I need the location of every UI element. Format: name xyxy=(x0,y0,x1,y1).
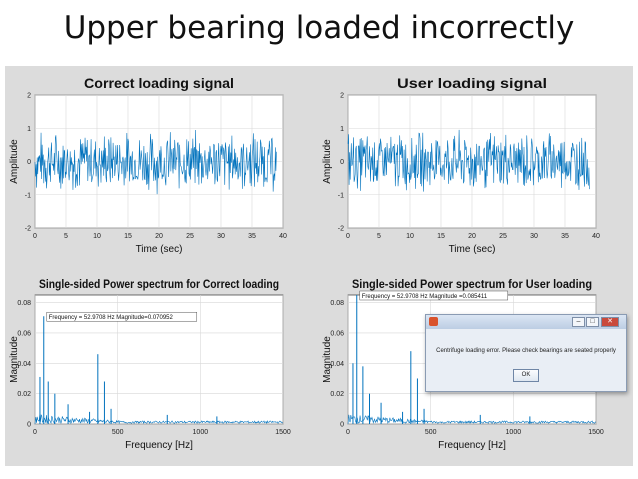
ok-button[interactable]: OK xyxy=(513,369,539,382)
x-tick-label: 1500 xyxy=(275,429,291,436)
x-axis-label: Time (sec) xyxy=(449,244,496,255)
y-tick-label: 0 xyxy=(340,422,344,429)
x-tick-label: 10 xyxy=(406,233,414,240)
x-tick-label: 20 xyxy=(468,233,476,240)
maximize-icon[interactable]: □ xyxy=(586,317,599,327)
y-tick-label: -2 xyxy=(25,226,31,233)
datatip-label: Frequency = 52.9708 Hz Magnitude =0.0854… xyxy=(362,294,488,300)
datatip-label: Frequency = 52.9708 Hz Magnitude=0.07095… xyxy=(49,315,174,321)
y-tick-label: -1 xyxy=(25,192,31,199)
plot-title: User loading signal xyxy=(397,75,547,91)
x-tick-label: 500 xyxy=(425,429,437,436)
plot-1: 0 5 10 15 20 25 30 35 40 -2 -1 0 1 2 Correct loading s… xyxy=(9,75,287,255)
x-tick-label: 5 xyxy=(64,233,68,240)
x-tick-label: 40 xyxy=(592,233,600,240)
x-tick-label: 20 xyxy=(155,233,163,240)
plot-title: Correct loading signal xyxy=(84,75,234,91)
slide-title: Upper bearing loaded incorrectly xyxy=(63,10,575,46)
matlab-icon xyxy=(429,317,438,326)
plot-2: 0 5 10 15 20 25 30 35 40 -2 -1 0 1 2 User loading sign… xyxy=(322,75,600,255)
plot-title: Single-sided Power spectrum for Correct … xyxy=(39,277,279,291)
datatip-box xyxy=(46,311,198,322)
x-tick-label: 500 xyxy=(112,429,124,436)
x-axis-label: Frequency [Hz] xyxy=(438,440,506,451)
spectrum-series xyxy=(347,414,596,425)
x-tick-label: 25 xyxy=(186,233,194,240)
y-axis-label: Amplitude xyxy=(322,139,333,184)
datatip-box xyxy=(359,290,509,301)
y-tick-label: 1 xyxy=(340,126,344,133)
x-tick-label: 1000 xyxy=(193,429,209,436)
x-tick-label: 30 xyxy=(217,233,225,240)
signal-series xyxy=(347,129,590,192)
y-tick-label: 0.04 xyxy=(17,361,31,368)
x-tick-label: 30 xyxy=(530,233,538,240)
y-tick-label: 2 xyxy=(27,93,31,100)
y-tick-label: -2 xyxy=(338,226,344,233)
x-tick-label: 1500 xyxy=(588,429,604,436)
y-axis-label: Amplitude xyxy=(9,139,20,184)
dialog-message: Centrifuge loading error. Please check b… xyxy=(436,348,616,354)
close-icon[interactable]: ✕ xyxy=(601,317,619,327)
x-tick-label: 0 xyxy=(346,233,350,240)
y-axis-label: Magnitude xyxy=(322,336,333,383)
y-tick-label: 1 xyxy=(27,126,31,133)
x-tick-label: 0 xyxy=(33,429,37,436)
x-tick-label: 25 xyxy=(499,233,507,240)
x-tick-label: 5 xyxy=(377,233,381,240)
y-tick-label: 0.08 xyxy=(17,300,31,307)
spectrum-series xyxy=(34,414,283,425)
signal-series xyxy=(34,130,277,195)
x-axis-label: Time (sec) xyxy=(136,244,183,255)
plot-3: 0 500 1000 1500 0 0.02 0.04 0.06 0.08 Single-side… xyxy=(9,277,291,451)
y-tick-label: 0.02 xyxy=(330,391,344,398)
y-tick-label: 0.06 xyxy=(330,330,344,337)
y-axis-label: Magnitude xyxy=(9,336,20,383)
plot-title: Single-sided Power spectrum for User loa… xyxy=(352,277,592,291)
y-tick-label: 0.08 xyxy=(330,300,344,307)
y-tick-label: 0 xyxy=(340,159,344,166)
dialog-titlebar[interactable]: – □ ✕ xyxy=(426,315,626,329)
x-tick-label: 35 xyxy=(561,233,569,240)
matlab-figure: 0 5 10 15 20 25 30 35 40 -2 -1 0 1 2 Correct loading s… xyxy=(5,66,633,466)
y-tick-label: 0 xyxy=(27,422,31,429)
x-tick-label: 10 xyxy=(93,233,101,240)
x-tick-label: 15 xyxy=(437,233,445,240)
x-axis-label: Frequency [Hz] xyxy=(125,440,193,451)
x-tick-label: 0 xyxy=(33,233,37,240)
y-tick-label: 0 xyxy=(27,159,31,166)
y-tick-label: 2 xyxy=(340,93,344,100)
x-tick-label: 35 xyxy=(248,233,256,240)
y-tick-label: 0.02 xyxy=(17,391,31,398)
y-tick-label: -1 xyxy=(338,192,344,199)
error-dialog: – □ ✕ Centrifuge loading error. Please c… xyxy=(425,314,627,392)
x-tick-label: 15 xyxy=(124,233,132,240)
x-tick-label: 1000 xyxy=(506,429,522,436)
x-tick-label: 0 xyxy=(346,429,350,436)
x-tick-label: 40 xyxy=(279,233,287,240)
minimize-icon[interactable]: – xyxy=(572,317,585,327)
y-tick-label: 0.04 xyxy=(330,361,344,368)
y-tick-label: 0.06 xyxy=(17,330,31,337)
